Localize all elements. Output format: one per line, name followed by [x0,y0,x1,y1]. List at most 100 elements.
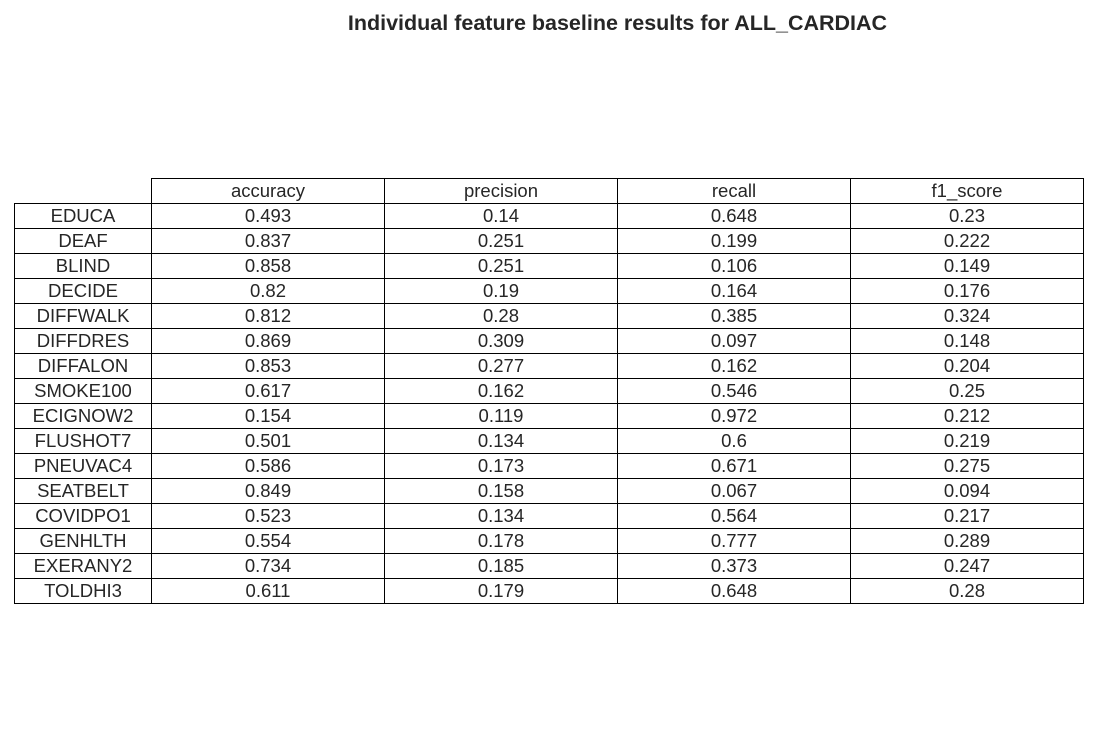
cell-precision: 0.309 [384,328,618,354]
cell-recall: 0.067 [617,478,851,504]
table-row: TOLDHI3 0.611 0.179 0.648 0.28 [14,578,1084,604]
cell-f1-score: 0.247 [850,553,1084,579]
cell-recall: 0.162 [617,353,851,379]
table-row: EXERANY2 0.734 0.185 0.373 0.247 [14,553,1084,579]
table-row: DIFFWALK 0.812 0.28 0.385 0.324 [14,303,1084,329]
table-row: DECIDE 0.82 0.19 0.164 0.176 [14,278,1084,304]
table-body: EDUCA 0.493 0.14 0.648 0.23 DEAF 0.837 0.251 0.1… [14,203,1084,604]
cell-accuracy: 0.853 [151,353,385,379]
header-row: accuracy precision recall f1_score [14,178,1084,204]
table-row: GENHLTH 0.554 0.178 0.777 0.289 [14,528,1084,554]
row-label: TOLDHI3 [14,578,152,604]
row-label: SEATBELT [14,478,152,504]
cell-precision: 0.178 [384,528,618,554]
cell-precision: 0.134 [384,503,618,529]
table-row: DIFFALON 0.853 0.277 0.162 0.204 [14,353,1084,379]
cell-accuracy: 0.554 [151,528,385,554]
cell-accuracy: 0.523 [151,503,385,529]
column-header-accuracy: accuracy [151,178,385,204]
cell-accuracy: 0.858 [151,253,385,279]
cell-f1-score: 0.217 [850,503,1084,529]
row-label: FLUSHOT7 [14,428,152,454]
cell-recall: 0.671 [617,453,851,479]
row-label: DIFFDRES [14,328,152,354]
cell-accuracy: 0.154 [151,403,385,429]
table-row: DIFFDRES 0.869 0.309 0.097 0.148 [14,328,1084,354]
row-label: DIFFWALK [14,303,152,329]
cell-f1-score: 0.176 [850,278,1084,304]
row-label: PNEUVAC4 [14,453,152,479]
cell-f1-score: 0.289 [850,528,1084,554]
column-header-f1-score: f1_score [850,178,1084,204]
row-label: ECIGNOW2 [14,403,152,429]
row-label: BLIND [14,253,152,279]
cell-accuracy: 0.82 [151,278,385,304]
cell-recall: 0.199 [617,228,851,254]
cell-precision: 0.277 [384,353,618,379]
row-label: DECIDE [14,278,152,304]
cell-precision: 0.28 [384,303,618,329]
cell-precision: 0.119 [384,403,618,429]
row-label: GENHLTH [14,528,152,554]
cell-accuracy: 0.812 [151,303,385,329]
column-header-precision: precision [384,178,618,204]
cell-f1-score: 0.324 [850,303,1084,329]
cell-recall: 0.385 [617,303,851,329]
cell-f1-score: 0.222 [850,228,1084,254]
cell-recall: 0.546 [617,378,851,404]
cell-f1-score: 0.094 [850,478,1084,504]
cell-f1-score: 0.23 [850,203,1084,229]
cell-recall: 0.164 [617,278,851,304]
cell-accuracy: 0.734 [151,553,385,579]
table-row: DEAF 0.837 0.251 0.199 0.222 [14,228,1084,254]
table-row: FLUSHOT7 0.501 0.134 0.6 0.219 [14,428,1084,454]
cell-precision: 0.14 [384,203,618,229]
cell-f1-score: 0.204 [850,353,1084,379]
results-table: accuracy precision recall f1_score EDUCA… [14,178,1084,604]
cell-f1-score: 0.275 [850,453,1084,479]
table-row: SMOKE100 0.617 0.162 0.546 0.25 [14,378,1084,404]
cell-f1-score: 0.219 [850,428,1084,454]
table-row: BLIND 0.858 0.251 0.106 0.149 [14,253,1084,279]
cell-precision: 0.179 [384,578,618,604]
row-label: SMOKE100 [14,378,152,404]
cell-precision: 0.158 [384,478,618,504]
cell-recall: 0.777 [617,528,851,554]
cell-f1-score: 0.148 [850,328,1084,354]
cell-f1-score: 0.28 [850,578,1084,604]
cell-accuracy: 0.586 [151,453,385,479]
cell-recall: 0.972 [617,403,851,429]
cell-accuracy: 0.611 [151,578,385,604]
chart-title: Individual feature baseline results for … [347,11,888,35]
cell-recall: 0.373 [617,553,851,579]
cell-precision: 0.251 [384,253,618,279]
table-row: ECIGNOW2 0.154 0.119 0.972 0.212 [14,403,1084,429]
cell-precision: 0.173 [384,453,618,479]
cell-f1-score: 0.149 [850,253,1084,279]
cell-accuracy: 0.869 [151,328,385,354]
cell-f1-score: 0.25 [850,378,1084,404]
cell-precision: 0.134 [384,428,618,454]
cell-recall: 0.097 [617,328,851,354]
cell-recall: 0.106 [617,253,851,279]
cell-precision: 0.251 [384,228,618,254]
table-row: COVIDPO1 0.523 0.134 0.564 0.217 [14,503,1084,529]
row-label: DIFFALON [14,353,152,379]
row-label: EDUCA [14,203,152,229]
cell-accuracy: 0.617 [151,378,385,404]
cell-precision: 0.185 [384,553,618,579]
cell-accuracy: 0.837 [151,228,385,254]
cell-precision: 0.162 [384,378,618,404]
column-header-recall: recall [617,178,851,204]
cell-recall: 0.648 [617,203,851,229]
cell-f1-score: 0.212 [850,403,1084,429]
cell-accuracy: 0.501 [151,428,385,454]
cell-accuracy: 0.849 [151,478,385,504]
row-label: DEAF [14,228,152,254]
table-row: EDUCA 0.493 0.14 0.648 0.23 [14,203,1084,229]
row-label: EXERANY2 [14,553,152,579]
row-label: COVIDPO1 [14,503,152,529]
cell-recall: 0.564 [617,503,851,529]
table-row: PNEUVAC4 0.586 0.173 0.671 0.275 [14,453,1084,479]
corner-cell [14,178,152,204]
